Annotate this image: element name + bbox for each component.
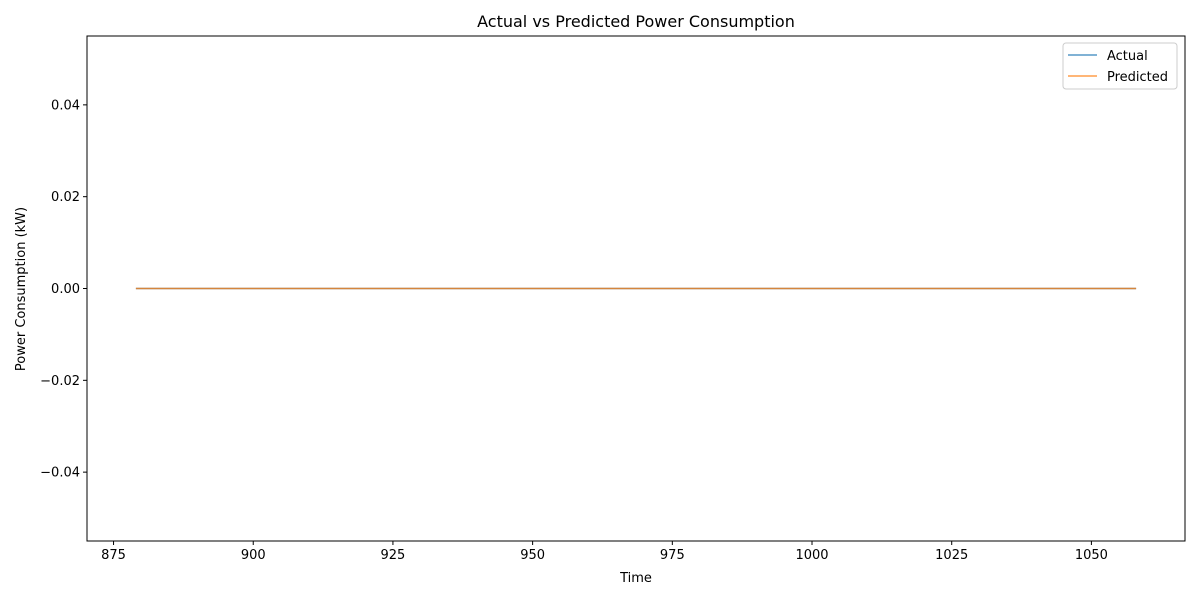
- x-tick-label: 900: [241, 548, 266, 563]
- x-tick-label: 975: [660, 548, 685, 563]
- x-axis-ticks: 875 900 925 950 975 1000 1025 1050: [101, 541, 1108, 563]
- x-tick-label: 925: [381, 548, 406, 563]
- x-tick-label: 1000: [795, 548, 828, 563]
- y-tick-label: 0.00: [51, 282, 80, 297]
- legend-label-actual: Actual: [1107, 49, 1148, 64]
- chart-title: Actual vs Predicted Power Consumption: [477, 12, 795, 31]
- x-axis-label: Time: [619, 571, 652, 586]
- x-tick-label: 950: [520, 548, 545, 563]
- x-tick-label: 1050: [1075, 548, 1108, 563]
- y-tick-label: 0.02: [51, 190, 80, 205]
- x-tick-label: 875: [101, 548, 126, 563]
- y-axis-label: Power Consumption (kW): [14, 207, 29, 371]
- y-tick-label: 0.04: [51, 98, 80, 113]
- legend: Actual Predicted: [1062, 42, 1178, 90]
- y-tick-label: −0.02: [40, 374, 80, 389]
- y-axis-ticks: −0.04 −0.02 0.00 0.02 0.04: [40, 98, 87, 481]
- x-tick-label: 1025: [935, 548, 968, 563]
- y-tick-label: −0.04: [40, 466, 80, 481]
- legend-label-predicted: Predicted: [1107, 70, 1168, 85]
